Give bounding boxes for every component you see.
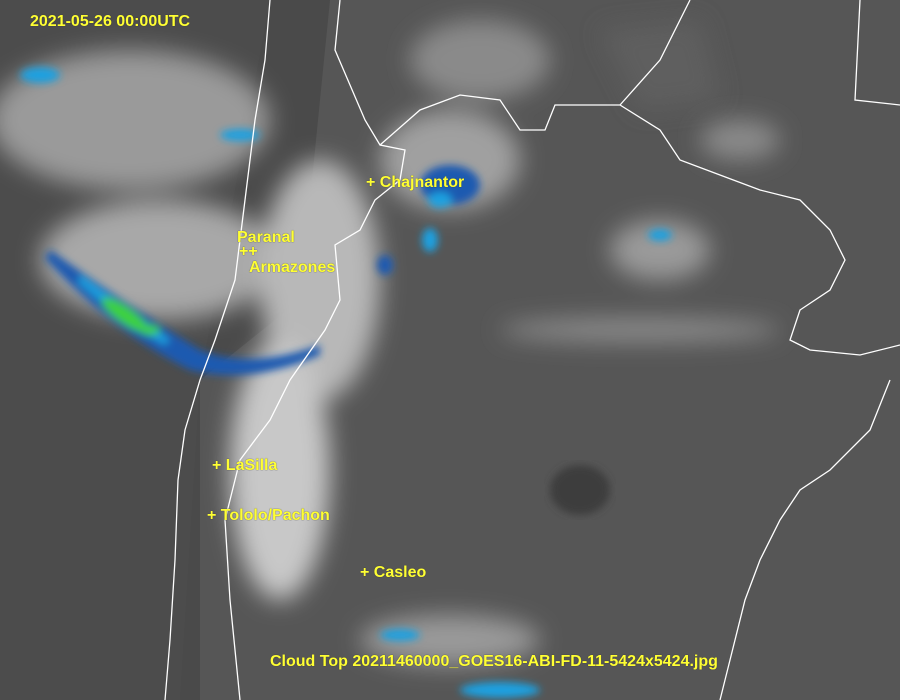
cold-cloud-tops [20, 67, 672, 698]
site-casleo: + Casleo [360, 564, 427, 581]
image-caption: Cloud Top 20211460000_GOES16-ABI-FD-11-5… [270, 653, 718, 670]
site-markers-paranal-armazones: ++ [239, 243, 258, 260]
clouds [0, 20, 780, 665]
site-armazones: Armazones [249, 259, 336, 276]
timestamp-label: 2021-05-26 00:00UTC [30, 13, 191, 30]
site-chajnantor: + Chajnantor [366, 174, 465, 191]
site-tololo-pachon: + Tololo/Pachon [207, 507, 330, 524]
site-paranal: Paranal [237, 229, 295, 246]
country-borders [164, 0, 900, 700]
site-lasilla: + LaSilla [212, 457, 278, 474]
